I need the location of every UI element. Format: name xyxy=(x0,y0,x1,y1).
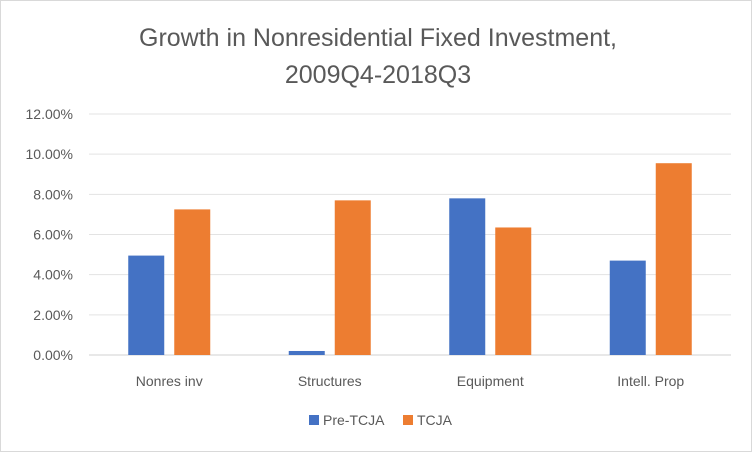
x-tick-label: Nonres inv xyxy=(136,373,203,389)
bar-tcja-1 xyxy=(174,209,211,355)
bar-pre-tcja-1 xyxy=(128,255,165,355)
y-tick-label: 4.00% xyxy=(33,267,73,283)
legend-swatch xyxy=(309,415,319,425)
bars xyxy=(128,163,692,355)
bar-pre-tcja-2 xyxy=(288,350,325,355)
bar-pre-tcja-4 xyxy=(609,260,646,355)
x-axis-tick-labels: Nonres inv Structures Equipment Intell. Pro… xyxy=(136,373,685,389)
y-tick-label: 6.00% xyxy=(33,227,73,243)
bar-tcja-2 xyxy=(334,200,371,355)
legend: Pre-TCJA TCJA xyxy=(309,412,453,428)
y-tick-label: 12.00% xyxy=(26,106,73,122)
legend-label: Pre-TCJA xyxy=(323,412,385,428)
y-axis-tick-labels: 0.00% 2.00% 4.00% 6.00% 8.00% 10.00% 12.00% xyxy=(26,106,73,363)
y-tick-label: 8.00% xyxy=(33,186,73,202)
chart-title-line-2: 2009Q4-2018Q3 xyxy=(285,61,471,89)
chart-title-line-1: Growth in Nonresidential Fixed Investmen… xyxy=(139,24,617,52)
x-tick-label: Intell. Prop xyxy=(617,373,684,389)
y-tick-label: 2.00% xyxy=(33,307,73,323)
y-tick-label: 10.00% xyxy=(26,146,73,162)
x-tick-label: Equipment xyxy=(457,373,524,389)
x-tick-label: Structures xyxy=(298,373,362,389)
y-tick-label: 0.00% xyxy=(33,347,73,363)
bar-pre-tcja-3 xyxy=(449,198,486,355)
bar-tcja-3 xyxy=(495,227,532,355)
legend-label: TCJA xyxy=(417,412,453,428)
legend-swatch xyxy=(403,415,413,425)
bar-tcja-4 xyxy=(655,163,692,355)
